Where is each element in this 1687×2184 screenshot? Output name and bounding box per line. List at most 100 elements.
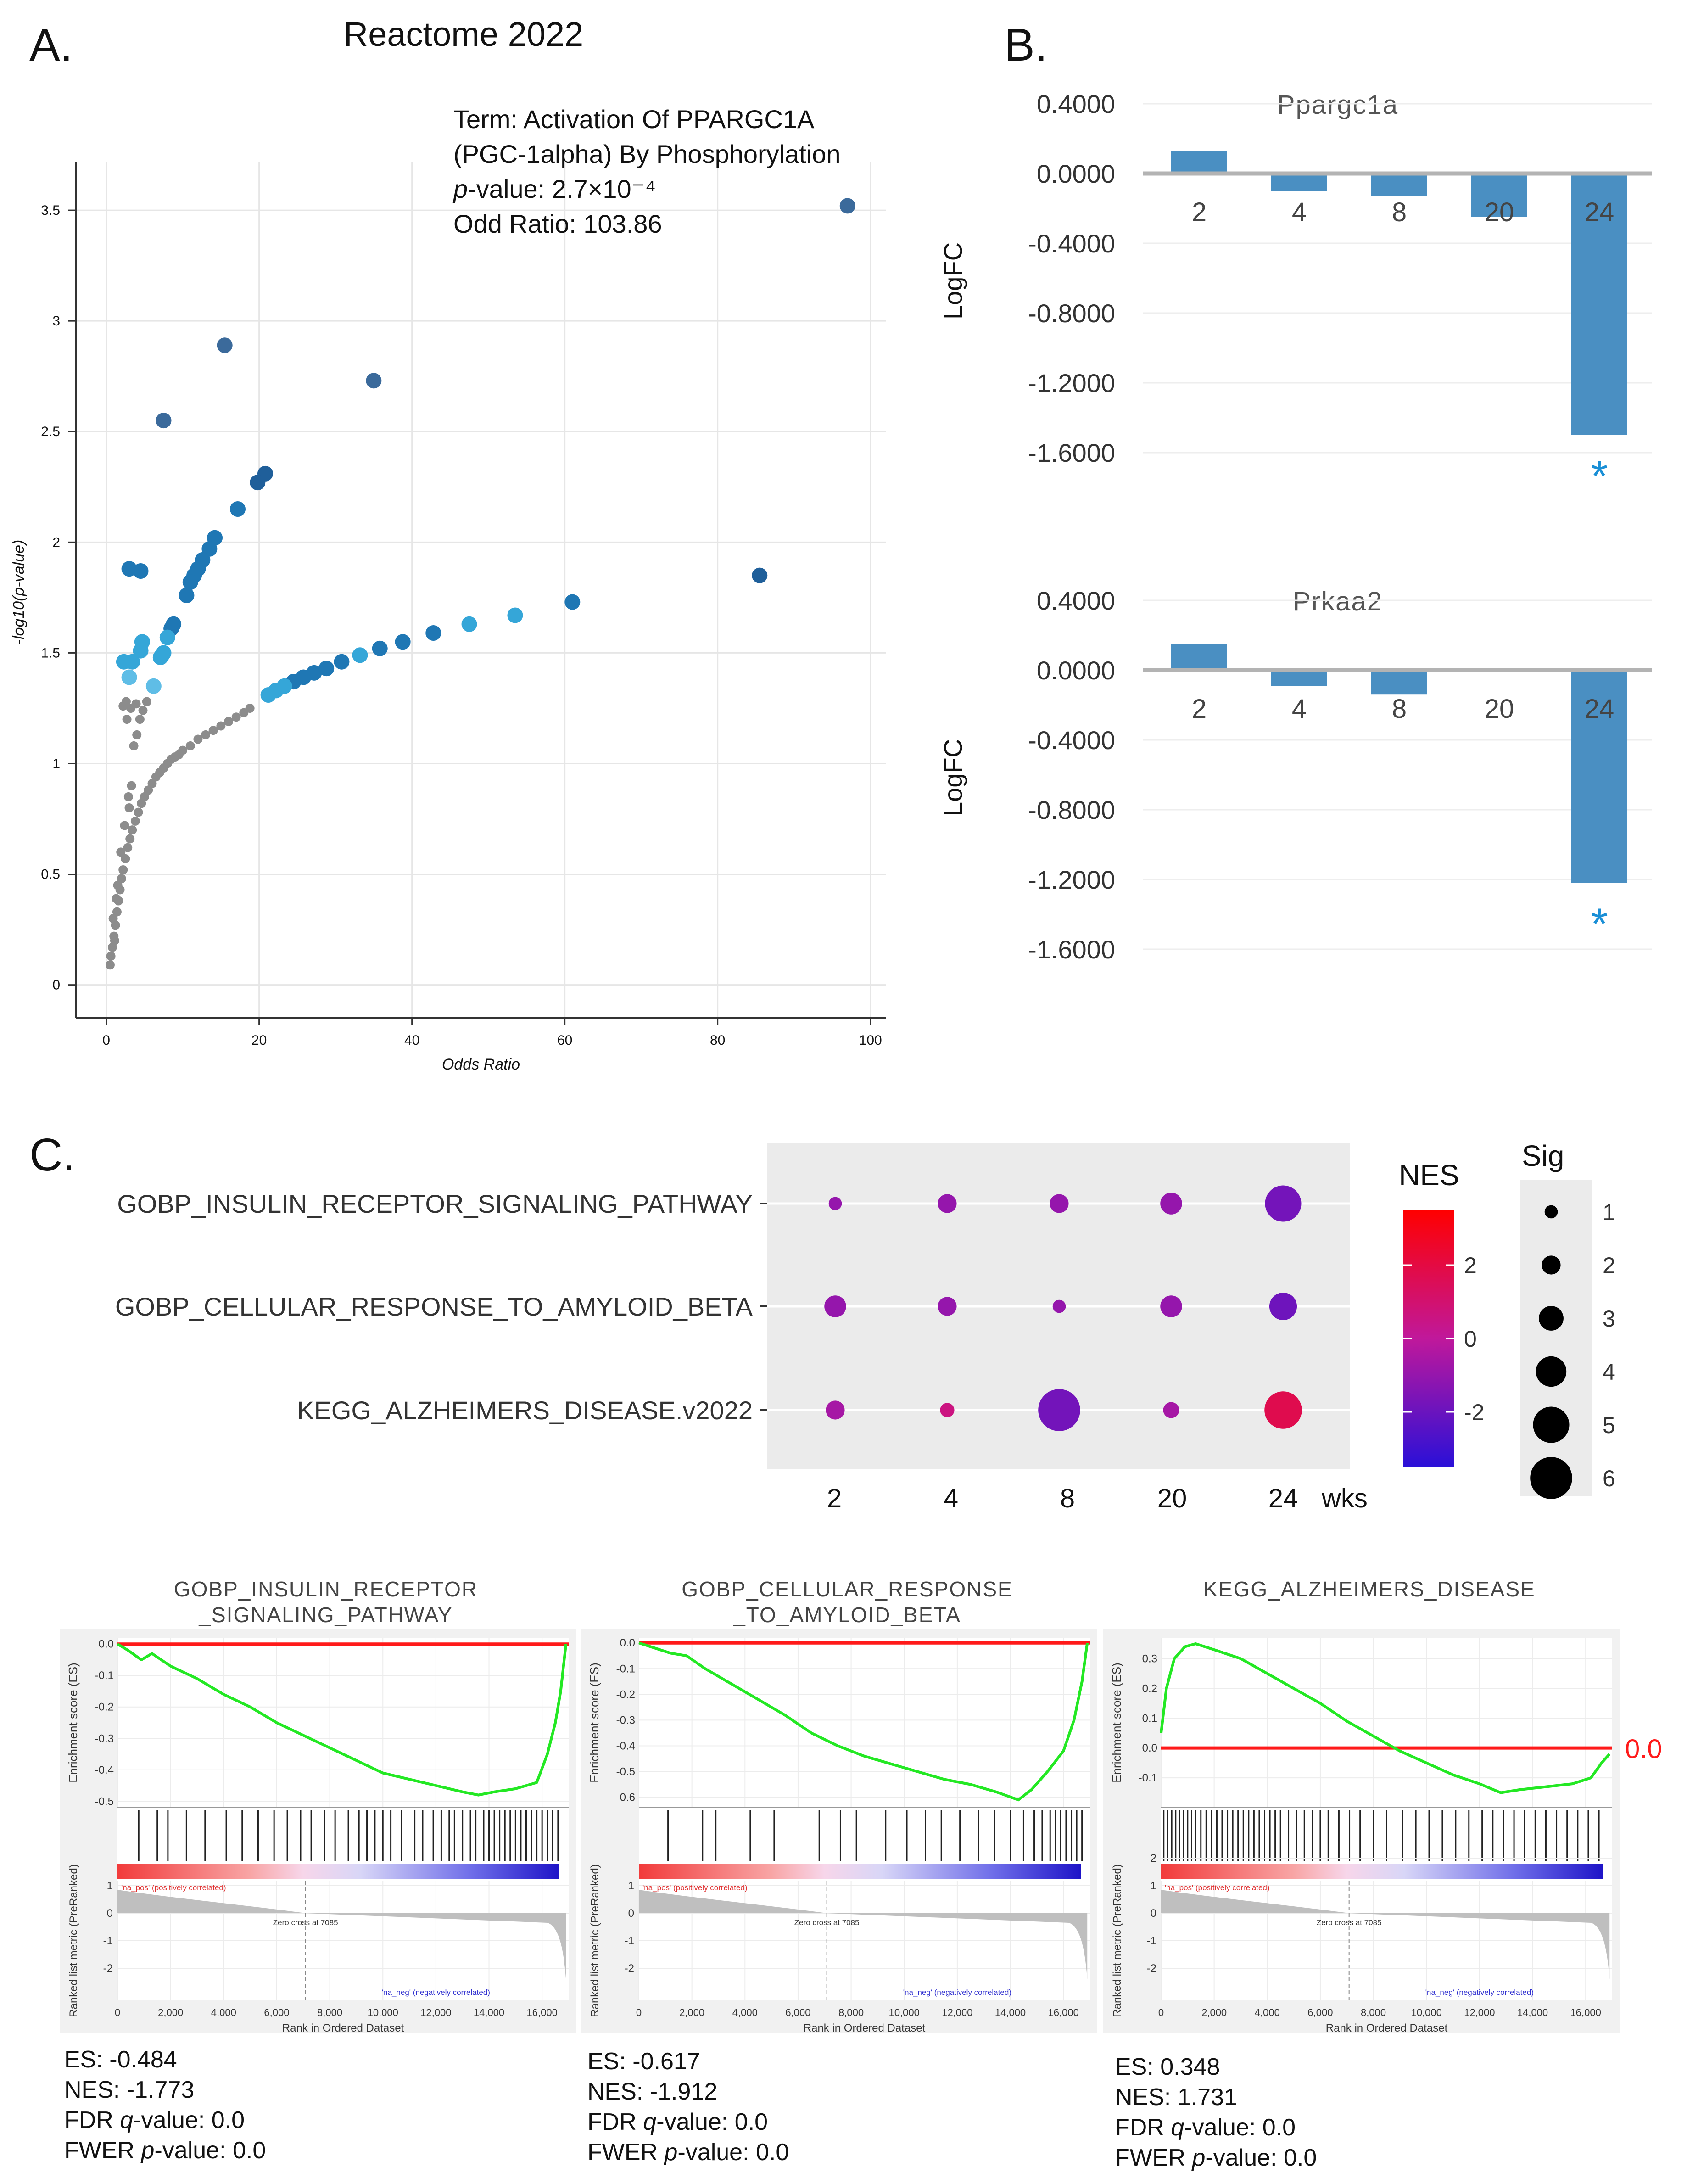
colorbar-tick-label: 2 [1464, 1253, 1477, 1278]
y-axis-title: LogFC [938, 242, 967, 319]
x-tick-label: 4,000 [211, 2007, 236, 2018]
x-axis-title: Rank in Ordered Dataset [1326, 2022, 1448, 2034]
scatter-point-grey [110, 936, 119, 946]
x-axis-title: Odds Ratio [442, 1056, 520, 1073]
scatter-point [839, 198, 855, 214]
panel-label-c: C. [29, 1129, 75, 1181]
y-tick-label: -0.5 [95, 1795, 114, 1808]
dotplot-dot [940, 1403, 955, 1417]
y-tick-label: 0.3 [1142, 1652, 1157, 1665]
scatter-point [507, 607, 523, 623]
scatter-point [145, 678, 162, 694]
x-tick-label: 10,000 [368, 2007, 398, 2018]
dotplot-dot [938, 1297, 957, 1316]
y-tick-label: -0.1 [1139, 1772, 1157, 1784]
scatter-point-grey [106, 951, 116, 961]
y-tick-label: -1.6000 [1028, 438, 1115, 467]
scatter-point-grey [144, 785, 153, 795]
sig-legend-label: 4 [1603, 1359, 1615, 1385]
panel-a-annotation: Term: Activation Of PPARGC1A (PGC-1alpha… [453, 102, 841, 241]
bar [1171, 644, 1227, 670]
scatter-point-grey [117, 874, 126, 884]
bar [1371, 670, 1427, 695]
y-tick-label: 1 [107, 1880, 113, 1892]
neg-correlated-label: 'na_neg' (negatively correlated) [903, 1988, 1011, 1997]
x-unit-label: wks [1321, 1484, 1368, 1513]
scatter-point-grey [120, 821, 129, 830]
gsea-alzheimers-title-line1: KEGG_ALZHEIMERS_DISEASE [1203, 1577, 1535, 1601]
x-tick-label: 24 [1585, 197, 1614, 227]
neg-correlated-label: 'na_neg' (negatively correlated) [382, 1988, 490, 1997]
x-tick-label: 12,000 [1464, 2007, 1495, 2018]
colorbar-tick-label: -2 [1464, 1400, 1484, 1425]
x-tick-label: 10,000 [1411, 2007, 1442, 2018]
scatter-point-grey [208, 726, 218, 735]
scatter-point-grey [105, 960, 115, 970]
stat-fdr: FDR q-value: 0.0 [1115, 2114, 1296, 2141]
y-tick-label: 0 [107, 1907, 113, 1920]
y-tick-label: 0.0000 [1037, 159, 1115, 188]
scatter-point-grey [132, 730, 142, 739]
scatter-point-grey [121, 697, 131, 706]
y-tick-label: 0.0 [99, 1638, 114, 1651]
x-tick-label: 2,000 [158, 2007, 183, 2018]
sig-legend-dot [1536, 1356, 1567, 1387]
bar [1371, 174, 1427, 196]
y-tick-label: -0.4000 [1028, 726, 1115, 755]
sig-legend-label: 5 [1603, 1412, 1615, 1438]
x-tick-label: 12,000 [942, 2007, 972, 2018]
y-tick-label: -2 [103, 1962, 113, 1975]
y-tick-label: 0.1 [1142, 1712, 1157, 1725]
scatter-point [121, 669, 137, 685]
sig-legend-label: 2 [1603, 1253, 1615, 1278]
scatter-point-grey [178, 745, 188, 755]
x-tick-label: 2,000 [679, 2007, 704, 2018]
rank-color-bar [639, 1864, 1081, 1879]
x-tick-label: 0 [102, 1033, 110, 1048]
x-tick-label: 8 [1392, 197, 1407, 227]
sig-legend-dot [1530, 1457, 1572, 1499]
y-tick-label: 0.4000 [1037, 586, 1115, 615]
stat-fwer: FWER p-value: 0.0 [587, 2139, 789, 2166]
x-tick-label: 4 [1292, 197, 1307, 227]
x-tick-label: 0 [115, 2007, 120, 2018]
x-tick-label: 8,000 [1361, 2007, 1386, 2018]
x-tick-label: 4,000 [1255, 2007, 1280, 2018]
y-tick-label: 0 [628, 1907, 634, 1920]
y-tick-label: -1 [103, 1935, 113, 1947]
stat-fwer: FWER p-value: 0.0 [64, 2137, 266, 2164]
dotplot-dot [826, 1400, 845, 1420]
x-tick-label: 8 [1392, 694, 1407, 724]
stat-es: ES: -0.617 [587, 2048, 700, 2075]
gsea-insulin-title-line2: _SIGNALING_PATHWAY [198, 1603, 452, 1627]
scatter-point-grey [123, 792, 133, 801]
x-tick-label: 2 [1192, 694, 1207, 724]
pos-correlated-label: 'na_pos' (positively correlated) [642, 1883, 748, 1892]
y-tick-label: 0 [52, 978, 60, 993]
y-tick-label: 0.0 [620, 1637, 635, 1649]
scatter-point-grey [185, 741, 195, 750]
y-tick-label: -0.8000 [1028, 795, 1115, 824]
x-tick-label: 20 [1157, 1484, 1187, 1513]
y-tick-label: -0.4 [95, 1764, 114, 1776]
bar [1471, 174, 1527, 217]
scatter-point [352, 647, 368, 663]
ranked-metric-area [1161, 1890, 1610, 1979]
y-tick-label: -0.2 [95, 1701, 114, 1714]
x-tick-label: 14,000 [474, 2007, 504, 2018]
dotplot-dot [1160, 1295, 1182, 1317]
x-tick-label: 14,000 [1517, 2007, 1548, 2018]
zero-cross-label: Zero cross at 7085 [1317, 1918, 1382, 1927]
sig-legend-dot [1533, 1406, 1570, 1443]
stat-fwer: FWER p-value: 0.0 [1115, 2145, 1317, 2171]
scatter-point-grey [224, 717, 234, 726]
bar [1271, 174, 1327, 191]
x-tick-label: 2,000 [1201, 2007, 1227, 2018]
sig-legend-dot [1544, 1205, 1558, 1219]
bar [1171, 151, 1227, 174]
y-tick-label: 2 [52, 535, 60, 550]
nes-colorbar [1403, 1210, 1454, 1467]
scatter-point-grey [134, 807, 143, 817]
scatter-point-grey [147, 778, 157, 788]
scatter-point [425, 625, 441, 641]
